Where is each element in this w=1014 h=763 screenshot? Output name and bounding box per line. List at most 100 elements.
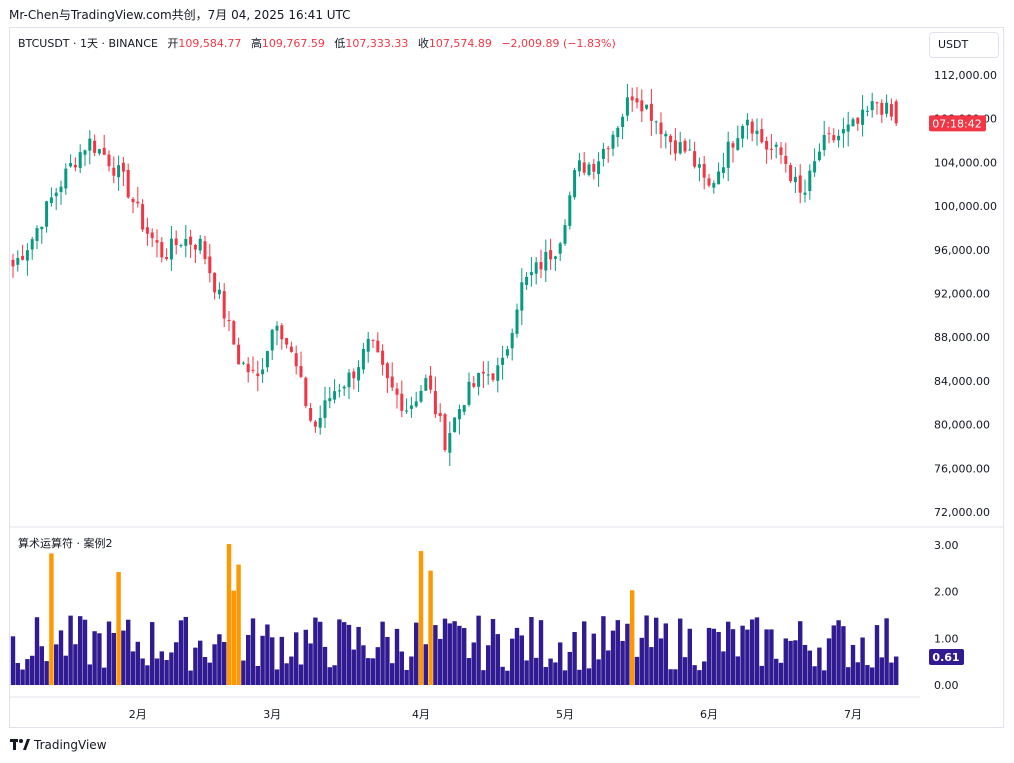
price-tags: 07:18:42 0.61 (929, 115, 986, 665)
indicator-bar (423, 644, 428, 685)
candle-body (371, 339, 375, 341)
indicator-bar (380, 621, 385, 685)
candle-body (251, 369, 255, 371)
indicator-bar (418, 551, 424, 685)
candle-body (515, 309, 519, 334)
price-axis[interactable]: 112,000.00108,000.00104,000.00100,000.00… (934, 69, 997, 519)
indicator-bar (231, 590, 236, 685)
indicator-bar (735, 656, 740, 685)
time-tick-label: 4月 (412, 708, 430, 721)
candle-body (237, 344, 241, 365)
time-axis[interactable]: 2月 3月 4月 5月 6月 7月 (129, 708, 862, 721)
time-tick-label: 6月 (700, 708, 718, 721)
candle-body (462, 405, 466, 412)
candle-body (573, 170, 577, 198)
candle-body (25, 250, 29, 261)
indicator-bar (769, 629, 774, 685)
indicator-bar (481, 670, 486, 685)
candle-body (697, 164, 701, 168)
candle-body (894, 101, 898, 124)
candle-body (265, 351, 269, 368)
candle-body (165, 257, 169, 259)
price-tick-label: 72,000.00 (934, 506, 990, 519)
candle-body (390, 376, 394, 388)
candle-body (486, 374, 490, 376)
candle-body (760, 129, 764, 143)
candle-body (381, 350, 385, 365)
indicator-title[interactable]: 算术运算符 · 案例2 (18, 537, 113, 550)
indicator-bar (706, 627, 712, 685)
time-tick-label: 3月 (263, 708, 281, 721)
indicator-bar (884, 618, 889, 685)
candle-body (309, 408, 313, 421)
indicator-bar (649, 647, 654, 685)
price-tick-label: 80,000.00 (934, 419, 990, 432)
indicator-bar (865, 665, 870, 685)
candle-body (649, 103, 653, 121)
candle-body (875, 102, 879, 104)
indicator-bar (270, 637, 275, 685)
indicator-bar (447, 623, 452, 685)
candle-body (136, 201, 140, 204)
indicator-bar (505, 670, 510, 685)
candle-body (304, 377, 308, 407)
low-value: 107,333.33 (345, 37, 409, 50)
indicator-bar (342, 622, 347, 685)
candle-body (693, 151, 697, 167)
price-tick-label: 100,000.00 (934, 200, 997, 213)
indicator-bar (246, 634, 251, 685)
candle-body (217, 289, 221, 295)
candle-body (294, 353, 298, 367)
candle-body (208, 256, 212, 274)
candle-body (774, 144, 778, 147)
indicator-bar (265, 624, 270, 685)
candle-body (654, 121, 658, 123)
close-label: 收 (417, 37, 429, 50)
indicator-bar (601, 616, 606, 685)
candle-body (424, 378, 428, 391)
candle-body (198, 238, 202, 251)
candle-body (443, 414, 447, 451)
indicator-bar (49, 553, 54, 685)
indicator-bar (20, 669, 25, 685)
indicator-tick-label: 0.00 (934, 679, 959, 692)
candle-body (160, 242, 164, 258)
symbol-name[interactable]: BTCUSDT · 1天 · BINANCE (18, 37, 158, 50)
currency-unit-button[interactable]: USDT (929, 32, 999, 58)
indicator-bar (788, 640, 793, 685)
indicator-bar (284, 663, 289, 685)
footer-brand[interactable]: TradingView (10, 738, 107, 752)
candle-body (361, 348, 365, 370)
indicator-bar (668, 669, 673, 685)
symbol-legend: BTCUSDT · 1天 · BINANCE 开109,584.77 高109,… (18, 35, 616, 51)
indicator-bar (538, 620, 544, 685)
candle-body (491, 373, 495, 380)
candle-body (798, 175, 802, 193)
indicator-bar (802, 644, 808, 685)
candle-body (525, 276, 529, 286)
indicator-bar (135, 641, 140, 685)
indicator-bar (63, 655, 68, 685)
candle-body (539, 262, 543, 270)
indicator-bar (68, 615, 73, 685)
indicator-bar (164, 660, 169, 685)
indicator-bar (860, 637, 865, 685)
page-title: Mr-Chen与TradingView.com共创，7月 04, 2025 16… (9, 8, 351, 22)
indicator-bar (193, 647, 198, 685)
indicator-bar (759, 665, 764, 685)
indicator-bar (356, 626, 361, 685)
indicator-bar (188, 670, 193, 685)
candle-body (121, 162, 125, 172)
candle-body (625, 97, 629, 116)
indicator-bar (394, 628, 400, 685)
indicator-bar (294, 632, 299, 685)
candle-body (870, 101, 874, 111)
indicator-bar (476, 615, 481, 685)
indicator-axis[interactable]: 3.00 2.00 1.00 0.00 (934, 539, 959, 692)
low-label: 低 (334, 37, 346, 50)
candle-body (54, 192, 58, 197)
indicator-bar (438, 638, 443, 685)
indicator-bar (730, 629, 736, 685)
indicator-bar (366, 658, 371, 685)
